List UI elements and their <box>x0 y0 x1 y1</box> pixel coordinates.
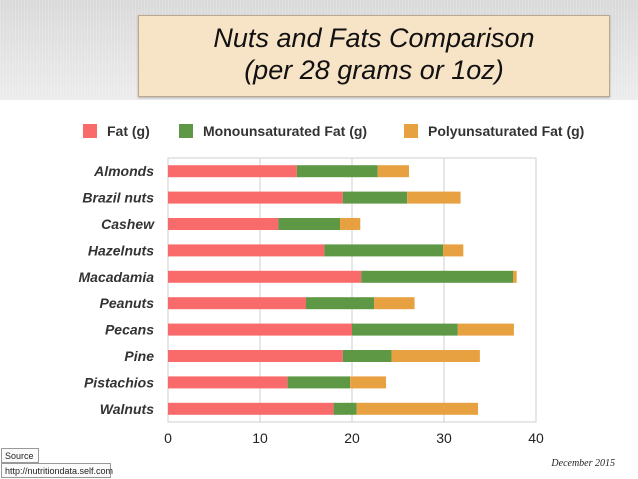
bar-mono-brazil-nuts <box>342 191 408 204</box>
bar-fat-brazil-nuts <box>168 191 343 204</box>
legend-swatch-fat <box>83 124 97 138</box>
bar-poly-pecans <box>457 323 514 336</box>
x-tick-label-20: 20 <box>344 430 360 446</box>
x-tick-label-10: 10 <box>252 430 268 446</box>
bar-poly-hazelnuts <box>443 244 464 257</box>
category-label-hazelnuts: Hazelnuts <box>88 242 154 258</box>
bar-fat-pistachios <box>168 376 288 389</box>
category-label-peanuts: Peanuts <box>100 295 155 311</box>
x-tick-label-0: 0 <box>164 430 172 446</box>
bar-poly-brazil-nuts <box>407 191 461 204</box>
bar-fat-hazelnuts <box>168 244 325 257</box>
category-label-pistachios: Pistachios <box>84 374 154 390</box>
bar-fat-macadamia <box>168 270 362 283</box>
bar-mono-pine <box>342 350 392 362</box>
legend-label-mono: Monounsaturated Fat (g) <box>203 123 368 139</box>
bar-mono-macadamia <box>361 270 513 283</box>
legend-swatch-poly <box>404 124 418 138</box>
bar-fat-peanuts <box>168 297 306 310</box>
category-label-brazil-nuts: Brazil nuts <box>82 190 154 206</box>
bar-mono-almonds <box>296 165 378 178</box>
legend-label-poly: Polyunsaturated Fat (g) <box>428 123 585 139</box>
category-label-pine: Pine <box>124 348 154 364</box>
category-label-pecans: Pecans <box>105 322 154 338</box>
category-label-cashew: Cashew <box>101 216 155 232</box>
bar-poly-peanuts <box>374 297 415 310</box>
bar-poly-pine <box>391 350 480 362</box>
legend-swatch-mono <box>179 124 193 138</box>
bar-fat-walnuts <box>168 402 334 415</box>
title-box: Nuts and Fats Comparison (per 28 grams o… <box>138 15 610 97</box>
bar-poly-cashew <box>340 218 361 230</box>
bar-mono-peanuts <box>306 297 375 310</box>
bar-chart: Almonds Brazil nuts Cashew Hazelnuts Macadam… <box>79 157 544 446</box>
bar-fat-cashew <box>168 218 279 230</box>
bar-poly-macadamia <box>513 270 517 283</box>
source-label: Source <box>1 448 39 463</box>
bar-mono-hazelnuts <box>324 244 444 257</box>
bar-fat-almonds <box>168 165 297 178</box>
category-label-walnuts: Walnuts <box>100 401 154 417</box>
bar-fat-pecans <box>168 323 352 336</box>
legend: Fat (g) Monounsaturated Fat (g) Polyunsa… <box>0 121 638 141</box>
bar-mono-walnuts <box>333 402 357 415</box>
bar-mono-cashew <box>278 218 341 230</box>
source-url-link[interactable]: http://nutritiondata.self.com <box>1 463 113 478</box>
chart-title: Nuts and Fats Comparison <box>213 23 535 53</box>
bar-poly-walnuts <box>356 402 479 415</box>
bar-poly-almonds <box>377 165 410 178</box>
bar-fat-pine <box>168 350 343 362</box>
x-tick-label-40: 40 <box>528 430 544 446</box>
legend-label-fat: Fat (g) <box>107 123 150 139</box>
plot-area-border <box>167 157 537 423</box>
category-label-almonds: Almonds <box>93 163 154 179</box>
bar-mono-pecans <box>352 323 458 336</box>
date-label: December 2015 <box>551 458 615 469</box>
chart-subtitle: (per 28 grams or 1oz) <box>244 55 504 85</box>
bar-mono-pistachios <box>287 376 351 389</box>
category-label-macadamia: Macadamia <box>79 269 155 285</box>
x-tick-label-30: 30 <box>436 430 452 446</box>
bar-poly-pistachios <box>350 376 387 389</box>
